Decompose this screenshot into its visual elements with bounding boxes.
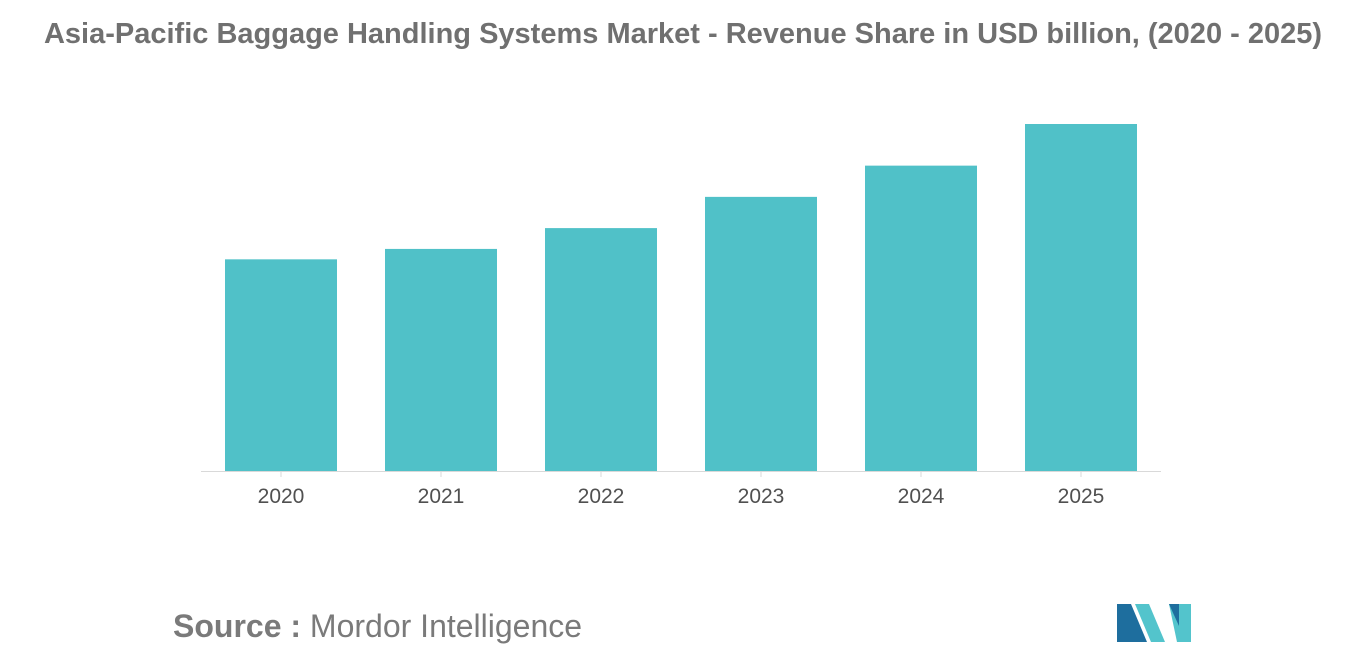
source-value: Mordor Intelligence [309,608,583,644]
logo-shape-left [1117,604,1147,642]
source-label: Source : [173,608,302,644]
bar-2020 [225,259,337,471]
logo-shape-right-dark [1169,604,1179,626]
x-tick-label-2024: 2024 [898,485,945,508]
bar-2024 [865,165,977,471]
x-tick-label-2020: 2020 [258,485,305,508]
source-attribution: Source : Mordor Intelligence [173,606,582,646]
bar-2022 [545,228,657,471]
logo-shape-mid [1135,604,1165,642]
bar-2023 [705,196,817,471]
mordor-intelligence-logo-icon [1117,604,1191,642]
chart-title: Asia-Pacific Baggage Handling Systems Ma… [43,18,1323,50]
bar-2025 [1025,124,1137,471]
x-tick-label-2025: 2025 [1058,485,1105,508]
x-tick-label-2022: 2022 [578,485,625,508]
bar-2021 [385,248,497,471]
x-tick-label-2023: 2023 [738,485,785,508]
x-tick-label-2021: 2021 [418,485,465,508]
